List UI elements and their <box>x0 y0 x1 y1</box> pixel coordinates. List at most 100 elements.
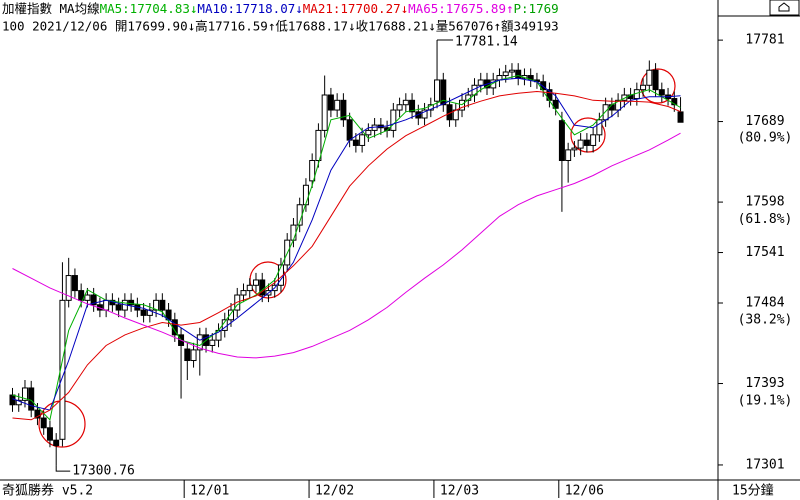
candle-body <box>421 109 428 119</box>
candle-body <box>103 299 110 311</box>
candle-body <box>159 299 166 311</box>
y-tick-label: 17301 <box>745 457 784 472</box>
legend-entry: MA65:17675.89↑ <box>408 1 513 16</box>
header-line: 加權指數 MA均線MA5:17704.83↓MA10:17718.07↓MA21… <box>2 1 559 16</box>
candle-body <box>621 94 628 101</box>
candle-body <box>552 99 559 109</box>
candle-body <box>53 439 60 446</box>
candle-body <box>90 294 97 306</box>
candle-body <box>15 399 22 406</box>
x-tick-label: 12/06 <box>565 484 604 499</box>
candle-body <box>315 129 322 161</box>
candle-body <box>190 349 197 362</box>
candle-body <box>515 69 522 79</box>
fib-label: (80.9%) <box>738 131 793 146</box>
candle-body <box>240 290 247 296</box>
home-button[interactable] <box>769 0 800 16</box>
ma-line <box>12 77 681 411</box>
candle-body <box>128 299 135 306</box>
y-tick-label: 17781 <box>745 33 784 48</box>
candle-body <box>140 309 147 316</box>
header-extra: P:1769 <box>514 1 559 16</box>
fib-label: (19.1%) <box>738 393 793 408</box>
candle-body <box>359 134 366 146</box>
candle-body <box>340 99 347 121</box>
header-title: 加權指數 MA均線 <box>2 1 100 16</box>
candle-body <box>590 134 597 146</box>
candle-body <box>196 334 203 351</box>
y-tick-label: 17689 <box>745 114 784 129</box>
candle-body <box>209 339 216 346</box>
candle-body <box>9 394 16 406</box>
x-tick-label: 12/03 <box>440 484 479 499</box>
candle-body <box>658 89 665 96</box>
candle-body <box>396 104 403 111</box>
candle-body <box>540 81 547 91</box>
candle-body <box>352 139 359 146</box>
candle-body <box>671 98 678 106</box>
candle-body <box>602 104 609 121</box>
legend-entry: MA5:17704.83↓ <box>100 1 198 16</box>
candle-body <box>84 294 91 301</box>
candle-body <box>327 94 334 111</box>
fib-label: (61.8%) <box>738 212 793 227</box>
candle-body <box>302 184 309 206</box>
candle-body <box>21 387 28 401</box>
candle-body <box>558 120 565 161</box>
candle-body <box>434 79 441 102</box>
candle-body <box>153 299 160 311</box>
candle-body <box>640 84 647 91</box>
candle-body <box>646 69 653 86</box>
candle-body <box>608 104 615 111</box>
legend-entry: MA21:17700.27↓ <box>303 1 408 16</box>
candle-body <box>440 79 447 106</box>
software-label: 奇狐勝券 v5.2 <box>2 483 93 499</box>
candle-body <box>615 99 622 111</box>
candle-body <box>409 99 416 113</box>
candle-body <box>71 275 78 292</box>
home-icon <box>778 2 790 12</box>
fib-label: (38.2%) <box>738 312 793 327</box>
candle-body <box>309 159 316 182</box>
candle-body <box>346 119 353 141</box>
y-tick-label: 17598 <box>745 195 784 210</box>
candle-body <box>184 348 191 362</box>
y-tick-label: 17541 <box>745 245 784 260</box>
ma-line <box>12 90 681 421</box>
candle-body <box>402 99 409 106</box>
candle-body <box>65 275 72 301</box>
candle-body <box>427 104 434 111</box>
header-subtitle: 100 2021/12/06 開17699.90↓高17716.59↑低1768… <box>2 19 559 34</box>
candle-body <box>652 69 659 91</box>
x-tick-label: 12/02 <box>315 484 354 499</box>
period-label: 15分鐘 <box>732 483 774 499</box>
candle-body <box>228 309 235 321</box>
candle-body <box>28 387 35 411</box>
candle-body <box>290 224 297 241</box>
candle-body <box>34 409 41 419</box>
candle-body <box>252 279 259 286</box>
candle-body <box>502 71 509 77</box>
ma-line <box>12 74 681 421</box>
candle-body <box>321 94 328 131</box>
y-tick-label: 17393 <box>745 376 784 391</box>
candle-body <box>146 309 153 316</box>
candle-body <box>40 417 47 429</box>
candle-body <box>577 139 584 149</box>
candle-body <box>565 149 572 161</box>
candle-body <box>583 139 590 146</box>
candle-body <box>46 427 53 441</box>
candle-body <box>334 99 341 111</box>
candle-body <box>246 284 253 292</box>
candle-body <box>477 79 484 86</box>
candle-body <box>490 79 497 89</box>
annotation-label: 17300.76 <box>72 464 135 479</box>
candle-body <box>677 111 684 123</box>
candle-body <box>571 147 578 151</box>
candle-body <box>78 290 85 301</box>
candle-body <box>596 119 603 136</box>
annotation-leader <box>55 465 71 472</box>
x-tick-label: 12/01 <box>190 484 229 499</box>
